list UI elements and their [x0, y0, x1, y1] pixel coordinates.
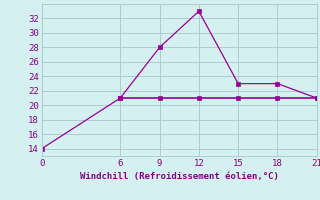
- X-axis label: Windchill (Refroidissement éolien,°C): Windchill (Refroidissement éolien,°C): [80, 172, 279, 181]
